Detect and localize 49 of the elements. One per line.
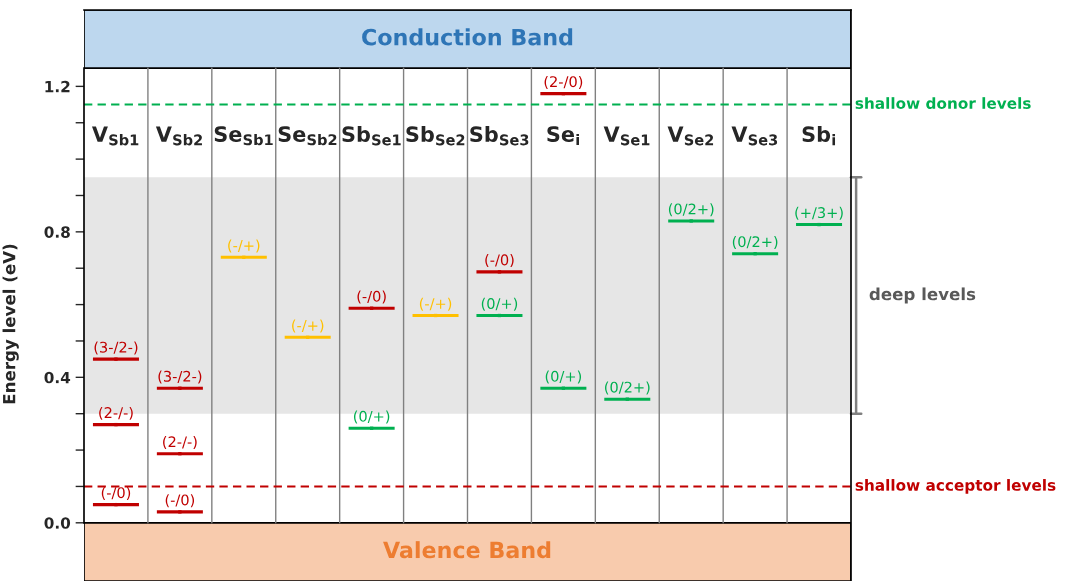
y-tick-label: 0.8 <box>44 226 70 238</box>
ref-line-label: shallow donor levels <box>855 97 1031 109</box>
x-tick-label: Se$_{i}$ <box>547 126 579 146</box>
y-tick-label: 1.2 <box>45 80 70 93</box>
x-tick-label: Se$_{Sb1}$ <box>214 126 273 146</box>
annotation: (0/2+) <box>668 203 714 217</box>
x-tick-label: V$_{Se3}$ <box>731 126 778 146</box>
annotation: (0/2+) <box>732 235 778 249</box>
ref-line-label: shallow acceptor levels <box>855 479 1056 494</box>
y-tick-label: 0.0 <box>44 517 71 529</box>
annotation: (-/+) <box>228 239 260 253</box>
annotation: (0/+) <box>481 297 518 311</box>
x-tick-label: Sb$_{Se2}$ <box>406 125 465 146</box>
annotation: (3-/2-) <box>158 370 202 384</box>
annotation: (-/0) <box>357 290 386 304</box>
point <box>178 452 182 456</box>
annotation: (2-/-) <box>163 435 197 449</box>
x-tick-label: V$_{Sb1}$ <box>92 126 139 146</box>
annotation: (-/0) <box>165 494 195 508</box>
point <box>753 252 757 256</box>
y-axis-title: Energy level (eV) <box>2 244 19 404</box>
annotation: (3-/2-) <box>94 341 138 355</box>
point <box>114 357 118 361</box>
annotation: (-/+) <box>292 319 324 333</box>
x-tick-label: Sb$_{Se3}$ <box>470 125 529 146</box>
x-tick-label: Se$_{Sb2}$ <box>278 126 337 146</box>
y-tick-label: 0.4 <box>44 371 71 384</box>
annotation: (0/+) <box>353 410 390 424</box>
annotation: (+/3+) <box>795 206 843 220</box>
annotation: (2-/-) <box>99 406 133 420</box>
point <box>689 219 693 223</box>
x-tick-label: V$_{Se1}$ <box>603 126 650 146</box>
point <box>625 397 629 401</box>
point <box>178 386 182 390</box>
annotation: (-/0) <box>485 254 514 268</box>
x-tick-label: V$_{Sb2}$ <box>155 126 202 146</box>
band-label: Conduction Band <box>362 28 573 46</box>
annotation: (0/+) <box>545 370 582 384</box>
band-label: Valence Band <box>383 541 551 559</box>
x-tick-label: Sb$_{Se1}$ <box>342 125 401 146</box>
point <box>178 510 182 514</box>
x-tick-label: V$_{Se2}$ <box>667 126 714 146</box>
annotation: (2-/0) <box>544 75 583 89</box>
band-label: deep levels <box>869 287 976 304</box>
annotation: (-/0) <box>101 486 131 500</box>
annotation: (-/+) <box>419 297 452 311</box>
annotation: (0/2+) <box>605 381 650 395</box>
x-tick-label: Sb$_{i}$ <box>802 125 836 146</box>
point <box>497 270 502 274</box>
